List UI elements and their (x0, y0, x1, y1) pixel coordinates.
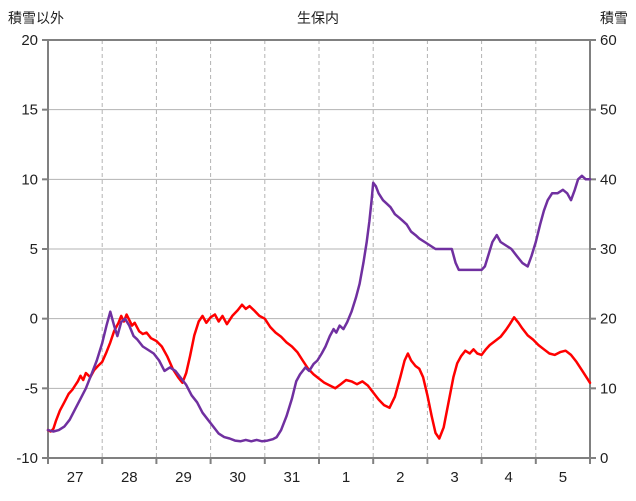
right-axis-tick-label: 50 (600, 102, 617, 119)
x-axis-day-label: 30 (229, 469, 246, 486)
x-axis-day-label: 27 (67, 469, 84, 486)
left-axis-tick-label: 5 (30, 241, 38, 258)
left-axis-tick-label: -5 (25, 380, 38, 397)
left-axis-tick-label: 15 (21, 102, 38, 119)
x-axis-day-label: 31 (284, 469, 301, 486)
right-axis-tick-label: 10 (600, 380, 617, 397)
x-axis-day-label: 5 (559, 469, 567, 486)
x-axis-day-label: 29 (175, 469, 192, 486)
right-axis-tick-label: 20 (600, 311, 617, 328)
right-axis-tick-label: 60 (600, 32, 617, 49)
left-axis-tick-label: -10 (16, 450, 38, 467)
left-axis-tick-label: 10 (21, 171, 38, 188)
left-axis-title: 積雪以外 (8, 10, 64, 26)
x-axis-day-label: 2 (396, 469, 404, 486)
series-line-left-axis (46, 303, 592, 440)
left-axis-tick-label: 0 (30, 311, 38, 328)
chart-title: 生保内 (297, 10, 339, 26)
x-axis-day-label: 4 (505, 469, 513, 486)
x-axis-day-label: 3 (450, 469, 458, 486)
right-axis-tick-label: 30 (600, 241, 617, 258)
right-axis-title: 積雪 (600, 10, 628, 26)
x-axis-day-label: 28 (121, 469, 138, 486)
x-axis-day-label: 1 (342, 469, 350, 486)
right-axis-tick-label: 0 (600, 450, 608, 467)
series-line-right-axis (46, 174, 592, 443)
left-axis-tick-label: 20 (21, 32, 38, 49)
right-axis-tick-label: 40 (600, 171, 617, 188)
